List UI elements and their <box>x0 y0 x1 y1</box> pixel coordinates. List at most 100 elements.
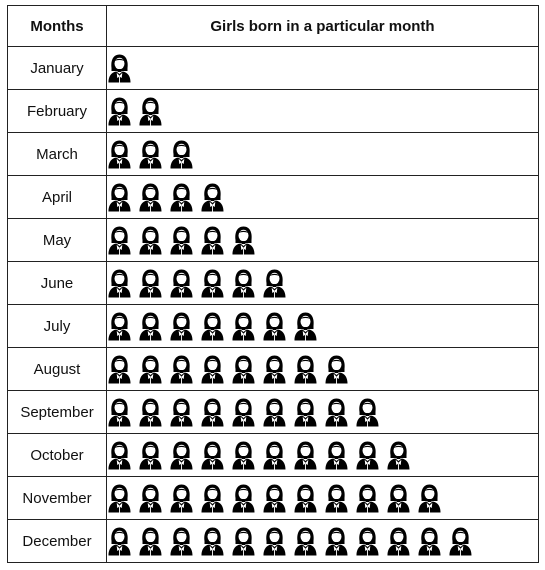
table-row: March <box>7 132 539 176</box>
girl-icons-cell <box>106 433 539 477</box>
girl-icon <box>262 397 287 427</box>
girl-icon <box>293 483 318 513</box>
girl-icon <box>169 483 194 513</box>
girl-icon <box>169 397 194 427</box>
table-row: August <box>7 347 539 391</box>
girl-icon <box>293 440 318 470</box>
table-row: July <box>7 304 539 348</box>
girl-icon <box>231 483 256 513</box>
month-label: January <box>7 46 107 90</box>
girl-icon <box>293 354 318 384</box>
girl-icon <box>231 440 256 470</box>
girl-icon <box>324 397 349 427</box>
girl-icon <box>355 483 380 513</box>
girl-icon <box>200 483 225 513</box>
girl-icon <box>107 182 132 212</box>
girl-icons-cell <box>106 519 539 563</box>
girl-icon <box>231 268 256 298</box>
girl-icon <box>107 96 132 126</box>
month-label: April <box>7 175 107 219</box>
girl-icon <box>169 225 194 255</box>
girl-icon <box>138 268 163 298</box>
girl-icon <box>107 225 132 255</box>
girl-icon <box>138 225 163 255</box>
girl-icon <box>138 96 163 126</box>
month-label: February <box>7 89 107 133</box>
girl-icon <box>262 311 287 341</box>
girl-icon <box>138 354 163 384</box>
girl-icons-cell <box>106 304 539 348</box>
girl-icon <box>107 526 132 556</box>
girl-icon <box>324 354 349 384</box>
girl-icon <box>200 440 225 470</box>
girl-icons-cell <box>106 132 539 176</box>
girl-icon <box>355 397 380 427</box>
girl-icon <box>138 182 163 212</box>
girl-icon <box>107 139 132 169</box>
girl-icon <box>262 440 287 470</box>
girl-icon <box>355 526 380 556</box>
girl-icon <box>231 526 256 556</box>
girls-born-header: Girls born in a particular month <box>106 5 539 47</box>
girl-icon <box>138 397 163 427</box>
girl-icon <box>107 440 132 470</box>
girl-icon <box>200 311 225 341</box>
header-row: Months Girls born in a particular month <box>7 5 539 47</box>
girl-icon <box>200 268 225 298</box>
girl-icons-cell <box>106 390 539 434</box>
girl-icon <box>169 354 194 384</box>
months-header: Months <box>7 5 107 47</box>
girl-icon <box>262 483 287 513</box>
girl-icon <box>169 526 194 556</box>
girl-icons-cell <box>106 476 539 520</box>
table-body: January February March April May June July Augu… <box>7 46 539 563</box>
month-label: September <box>7 390 107 434</box>
girl-icon <box>417 483 442 513</box>
girl-icon <box>169 182 194 212</box>
girl-icon <box>448 526 473 556</box>
girl-icons-cell <box>106 347 539 391</box>
girl-icon <box>169 440 194 470</box>
pictograph-table: Months Girls born in a particular month … <box>7 5 539 563</box>
girl-icon <box>138 483 163 513</box>
girl-icon <box>200 182 225 212</box>
girl-icon <box>417 526 442 556</box>
month-label: May <box>7 218 107 262</box>
month-label: August <box>7 347 107 391</box>
girl-icon <box>107 354 132 384</box>
month-label: June <box>7 261 107 305</box>
girl-icon <box>386 440 411 470</box>
girl-icon <box>107 311 132 341</box>
girl-icons-cell <box>106 261 539 305</box>
girl-icon <box>169 268 194 298</box>
table-row: October <box>7 433 539 477</box>
girl-icon <box>293 397 318 427</box>
table-row: November <box>7 476 539 520</box>
girl-icon <box>231 311 256 341</box>
girl-icon <box>262 526 287 556</box>
girl-icon <box>355 440 380 470</box>
girl-icon <box>200 354 225 384</box>
table-row: February <box>7 89 539 133</box>
girl-icon <box>107 397 132 427</box>
table-row: September <box>7 390 539 434</box>
month-label: March <box>7 132 107 176</box>
girl-icons-cell <box>106 218 539 262</box>
girl-icon <box>107 268 132 298</box>
table-row: January <box>7 46 539 90</box>
girl-icon <box>200 526 225 556</box>
girl-icon <box>138 526 163 556</box>
girl-icon <box>262 268 287 298</box>
month-label: October <box>7 433 107 477</box>
girl-icon <box>169 139 194 169</box>
table-row: December <box>7 519 539 563</box>
girl-icon <box>231 225 256 255</box>
table-row: June <box>7 261 539 305</box>
girl-icon <box>200 397 225 427</box>
girl-icon <box>138 311 163 341</box>
table-row: May <box>7 218 539 262</box>
month-label: November <box>7 476 107 520</box>
girl-icon <box>231 354 256 384</box>
girl-icon <box>107 483 132 513</box>
girl-icon <box>138 440 163 470</box>
